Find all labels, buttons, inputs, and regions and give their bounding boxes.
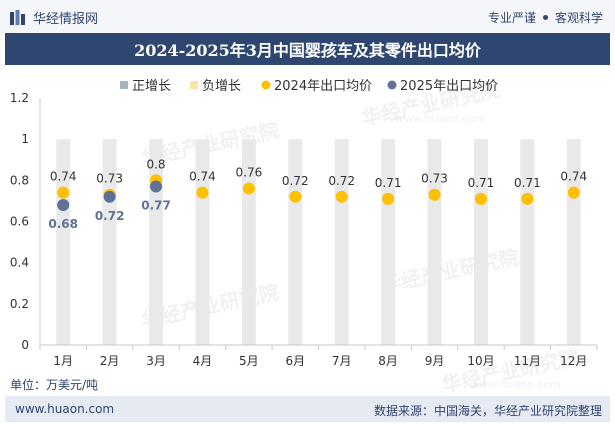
data-label-2025: 0.68: [48, 217, 78, 231]
data-point-2024: [335, 190, 348, 203]
x-tick-label: 6月: [285, 354, 305, 368]
data-label-2024: 0.71: [468, 176, 495, 190]
watermark-url: www.huaon.com: [470, 378, 561, 391]
background-bar: [334, 139, 349, 345]
data-label-2024: 0.73: [96, 172, 123, 186]
x-tick-label: 5月: [239, 354, 259, 368]
x-tick-label: 4月: [193, 354, 213, 368]
tagline-right: 客观科学: [554, 11, 603, 25]
y-tick-label: 1.2: [10, 91, 29, 105]
legend-label: 负增长: [202, 79, 241, 94]
data-point-2025: [150, 180, 163, 193]
data-point-2024: [474, 192, 487, 205]
background-bar: [381, 139, 396, 345]
data-point-2025: [57, 199, 70, 212]
y-tick-label: 1: [21, 132, 29, 146]
x-tick-label: 8月: [378, 354, 398, 368]
y-tick-label: 0.4: [10, 256, 29, 270]
data-label-2024: 0.76: [236, 166, 263, 180]
top-bar: 华经情报网 专业严谨 客观科学: [0, 0, 615, 33]
tagline: 专业严谨 客观科学: [488, 9, 603, 26]
chart-area: 正增长 负增长 2024年出口均价 2025年出口均价 0 0.2 0.4 0.6 0.8 1 1.…: [10, 79, 598, 368]
data-label-2024: 0.74: [189, 170, 216, 184]
legend-label: 2025年出口均价: [400, 79, 498, 94]
data-label-2025: 0.77: [141, 199, 171, 213]
brand-logo-icon: [10, 9, 25, 25]
chart-title: 2024-2025年3月中国婴孩车及其零件出口均价: [5, 33, 610, 65]
x-tick-label: 7月: [332, 354, 352, 368]
legend-swatch: [261, 80, 271, 90]
data-point-2024: [521, 192, 534, 205]
legend-swatch: [190, 81, 198, 89]
data-point-2024: [567, 186, 580, 199]
background-bar: [427, 139, 442, 345]
data-point-2024: [382, 192, 395, 205]
watermark-url: www.huaon.com: [395, 112, 486, 125]
data-point-2025: [103, 190, 116, 203]
data-label-2024: 0.8: [146, 157, 165, 171]
y-tick-label: 0: [21, 338, 29, 352]
y-tick-label: 0.2: [10, 297, 29, 311]
unit-label: 单位：万美元/吨: [10, 378, 99, 392]
tagline-separator-icon: [542, 15, 548, 20]
background-bar: [520, 139, 535, 345]
background-bar: [473, 139, 488, 345]
footer-site-link[interactable]: www.huaon.com: [15, 402, 115, 416]
footer: www.huaon.com 数据来源：中国海关，华经产业研究院整理: [5, 396, 610, 422]
data-point-2024: [57, 186, 70, 199]
data-point-2024: [196, 186, 209, 199]
x-tick-label: 3月: [146, 354, 166, 368]
x-tick-label: 11月: [514, 354, 541, 368]
data-label-2024: 0.74: [560, 170, 587, 184]
legend-label: 2024年出口均价: [274, 79, 372, 94]
data-label-2024: 0.74: [50, 170, 77, 184]
data-label-2024: 0.71: [514, 176, 541, 190]
legend-swatch: [120, 81, 128, 89]
data-label-2024: 0.72: [328, 174, 355, 188]
data-point-2024: [289, 190, 302, 203]
data-point-2024: [242, 182, 255, 195]
brand[interactable]: 华经情报网: [10, 8, 98, 27]
footer-source: 数据来源：中国海关，华经产业研究院整理: [373, 404, 602, 418]
data-point-2024: [428, 188, 441, 201]
legend-label: 正增长: [132, 79, 171, 94]
x-tick-label: 9月: [425, 354, 445, 368]
tagline-left: 专业严谨: [487, 11, 536, 25]
background-bar: [288, 139, 303, 345]
y-tick-label: 0.6: [10, 215, 29, 229]
data-label-2024: 0.73: [421, 172, 448, 186]
x-tick-label: 1月: [53, 354, 73, 368]
x-tick-label: 12月: [560, 354, 587, 368]
legend-swatch: [387, 80, 397, 90]
x-tick-label: 10月: [467, 354, 494, 368]
brand-name: 华经情报网: [33, 12, 99, 27]
data-label-2025: 0.72: [95, 209, 125, 223]
y-tick-label: 0.8: [10, 173, 29, 187]
data-label-2024: 0.71: [375, 176, 402, 190]
background-bar: [102, 139, 117, 345]
x-tick-label: 2月: [100, 354, 120, 368]
data-label-2024: 0.72: [282, 174, 309, 188]
